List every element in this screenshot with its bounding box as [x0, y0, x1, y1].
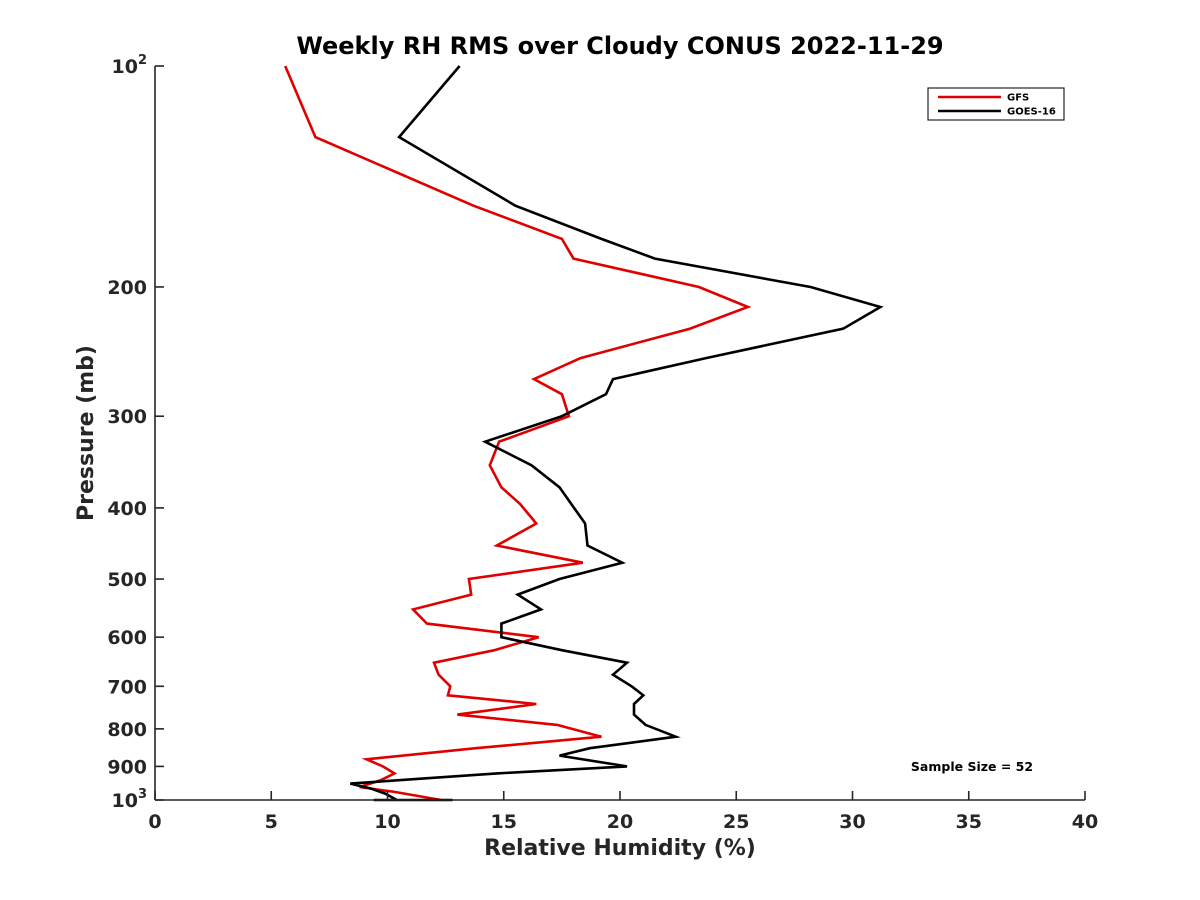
- y-tick-label: 800: [107, 719, 147, 741]
- data-lines: [284, 65, 884, 802]
- x-tick-label: 40: [1072, 811, 1098, 833]
- axes: [154, 66, 1085, 801]
- y-ticks: 102 200 300 400 500 600 700 800 900 103: [107, 53, 164, 812]
- y-tick-label: 103: [112, 787, 148, 812]
- x-tick-label: 0: [148, 811, 161, 833]
- x-tick-label: 10: [374, 811, 400, 833]
- x-tick-label: 20: [607, 811, 633, 833]
- chart-title: Weekly RH RMS over Cloudy CONUS 2022-11-…: [296, 32, 943, 60]
- legend-label: GOES-16: [1007, 107, 1056, 118]
- y-tick-label: 600: [107, 627, 147, 649]
- y-tick-label: 200: [107, 277, 147, 299]
- x-tick-label: 25: [723, 811, 749, 833]
- series-line-goes-16: [349, 65, 884, 802]
- y-axis-label: Pressure (mb): [74, 345, 99, 521]
- x-ticks: 0 5 10 15 20 25 30 35 40: [148, 791, 1098, 833]
- x-tick-label: 5: [265, 811, 278, 833]
- y-tick-label: 900: [107, 756, 147, 778]
- x-tick-label: 30: [839, 811, 865, 833]
- legend-label: GFS: [1007, 93, 1029, 104]
- x-tick-label: 15: [491, 811, 517, 833]
- x-axis-label: Relative Humidity (%): [484, 836, 756, 861]
- series-line-gfs: [284, 65, 752, 802]
- y-tick-label: 102: [112, 53, 148, 78]
- y-tick-label: 400: [107, 498, 147, 520]
- legend-box: [927, 87, 1065, 121]
- y-tick-label: 300: [107, 406, 147, 428]
- legend: GFS GOES-16: [927, 87, 1065, 121]
- y-tick-label: 500: [107, 569, 147, 591]
- x-tick-label: 35: [956, 811, 982, 833]
- sample-size-annotation: Sample Size = 52: [911, 759, 1033, 774]
- y-tick-label: 700: [107, 676, 147, 698]
